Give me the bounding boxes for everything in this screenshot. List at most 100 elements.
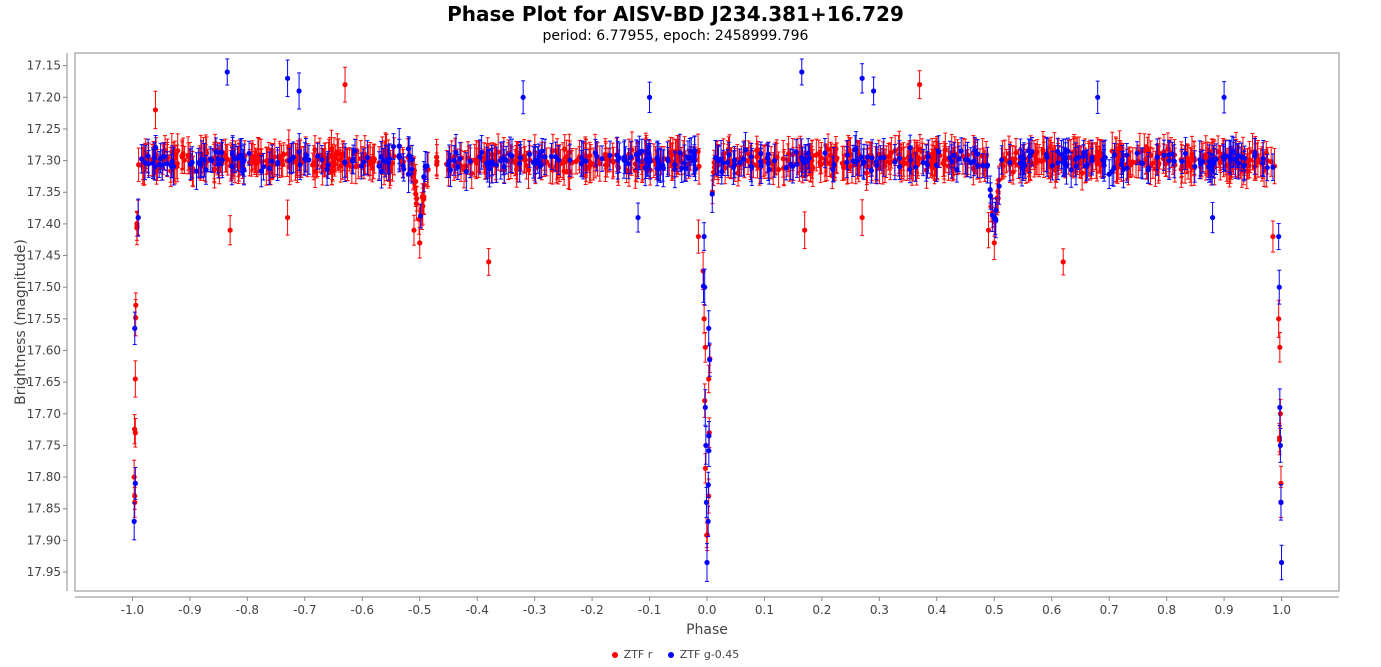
ztf-r-point — [272, 138, 278, 176]
ztf-g-point — [319, 145, 325, 175]
y-tick-label: 17.15 — [27, 59, 61, 73]
ztf-g-point — [844, 146, 850, 179]
ztf-g-point — [709, 175, 715, 213]
ztf-r-point — [1157, 137, 1163, 170]
ztf-r-point — [985, 212, 992, 249]
ztf-g-point — [315, 142, 321, 170]
ztf-g-point — [897, 153, 903, 181]
ztf-g-point — [672, 150, 678, 189]
ztf-g-point — [424, 152, 430, 180]
ztf-r-point — [910, 147, 916, 176]
ztf-g-point — [912, 152, 919, 182]
ztf-g-point — [740, 141, 746, 177]
ztf-r-point — [1276, 299, 1282, 338]
ztf-g-point — [405, 136, 412, 162]
ztf-g-point — [286, 147, 292, 174]
ztf-g-point — [1182, 136, 1189, 171]
ztf-g-point — [692, 157, 699, 182]
ztf-g-point — [406, 137, 412, 174]
ztf-g-point — [539, 137, 545, 165]
ztf-r-point — [132, 417, 138, 448]
ztf-g-point — [258, 155, 264, 188]
x-tick-label: 0.5 — [985, 603, 1004, 617]
ztf-r-point — [1060, 248, 1066, 276]
ztf-g-point — [685, 140, 691, 176]
ztf-g-point — [1192, 150, 1198, 183]
ztf-g-point — [498, 141, 504, 180]
ztf-g-point — [1027, 139, 1033, 174]
ztf-g-point — [607, 140, 613, 171]
ztf-r-point — [780, 139, 786, 178]
ztf-g-point — [594, 141, 600, 172]
ztf-g-point — [665, 146, 671, 175]
ztf-g-point — [520, 80, 526, 115]
ztf-g-point — [892, 143, 898, 181]
ztf-r-point — [413, 181, 419, 207]
ztf-r-point — [695, 219, 701, 254]
ztf-g-point — [712, 139, 719, 176]
y-tick-label: 17.70 — [27, 407, 61, 421]
ztf-g-point — [578, 149, 584, 178]
ztf-r-point — [1150, 147, 1156, 179]
ztf-g-point — [964, 141, 971, 178]
ztf-r-point — [223, 144, 229, 173]
ztf-g-point — [702, 268, 708, 306]
ztf-g-point — [865, 144, 871, 170]
ztf-g-point — [1277, 388, 1283, 427]
x-tick-label: -0.6 — [351, 603, 374, 617]
y-tick-label: 17.85 — [27, 502, 61, 516]
x-tick-label: -0.8 — [236, 603, 259, 617]
ztf-r-point — [371, 144, 377, 174]
ztf-g-point — [232, 144, 238, 174]
ztf-r-point — [1270, 220, 1276, 253]
ztf-r-point — [312, 135, 318, 165]
ztf-r-point — [754, 135, 760, 165]
ztf-r-point — [391, 137, 397, 176]
ztf-r-point — [227, 215, 233, 246]
ztf-r-point — [602, 148, 609, 183]
ztf-g-point — [467, 144, 473, 179]
y-tick-label: 17.40 — [27, 217, 61, 231]
ztf-g-point — [526, 140, 533, 168]
ztf-g-point — [907, 155, 913, 184]
ztf-g-point — [239, 145, 245, 174]
ztf-g-point — [805, 138, 811, 169]
ztf-g-point — [783, 154, 789, 181]
ztf-g-point — [156, 151, 162, 178]
ztf-r-point — [1010, 159, 1016, 185]
ztf-g-point — [409, 154, 415, 184]
ztf-r-point — [413, 186, 419, 221]
ztf-g-point — [703, 426, 709, 465]
ztf-g-point — [635, 140, 641, 180]
y-tick-label: 17.95 — [27, 565, 61, 579]
ztf-g-point — [417, 203, 424, 229]
ztf-r-point — [1185, 144, 1191, 180]
chart-subtitle: period: 6.77955, epoch: 2458999.796 — [542, 28, 809, 44]
ztf-g-point — [1049, 150, 1055, 181]
ztf-g-point — [1200, 149, 1206, 174]
ztf-g-point — [1043, 136, 1050, 173]
ztf-g-point — [500, 141, 506, 176]
ztf-r-point — [132, 360, 138, 398]
ztf-g-point — [489, 144, 495, 184]
ztf-g-point — [642, 149, 648, 187]
ztf-r-point — [513, 150, 519, 176]
ztf-g-point — [705, 505, 711, 538]
ztf-g-point — [633, 139, 639, 170]
x-tick-label: 0.9 — [1215, 603, 1234, 617]
ztf-r-point — [284, 199, 291, 236]
ztf-g-point — [376, 151, 382, 182]
ztf-g-point — [947, 140, 953, 175]
ztf-r-point — [152, 90, 159, 130]
legend: ZTF r ZTF g-0.45 — [0, 648, 1351, 661]
x-tick-label: 0.0 — [697, 603, 716, 617]
x-tick-label: 0.4 — [927, 603, 946, 617]
ztf-g-point — [1119, 145, 1125, 175]
ztf-r-point — [327, 136, 333, 174]
legend-label-ztf-g: ZTF g-0.45 — [679, 648, 740, 661]
ztf-r-point — [251, 144, 257, 170]
ztf-g-point — [958, 137, 964, 165]
x-tick-label: 1.0 — [1272, 603, 1291, 617]
y-tick-label: 17.45 — [27, 249, 61, 263]
ztf-g-point — [707, 342, 713, 377]
